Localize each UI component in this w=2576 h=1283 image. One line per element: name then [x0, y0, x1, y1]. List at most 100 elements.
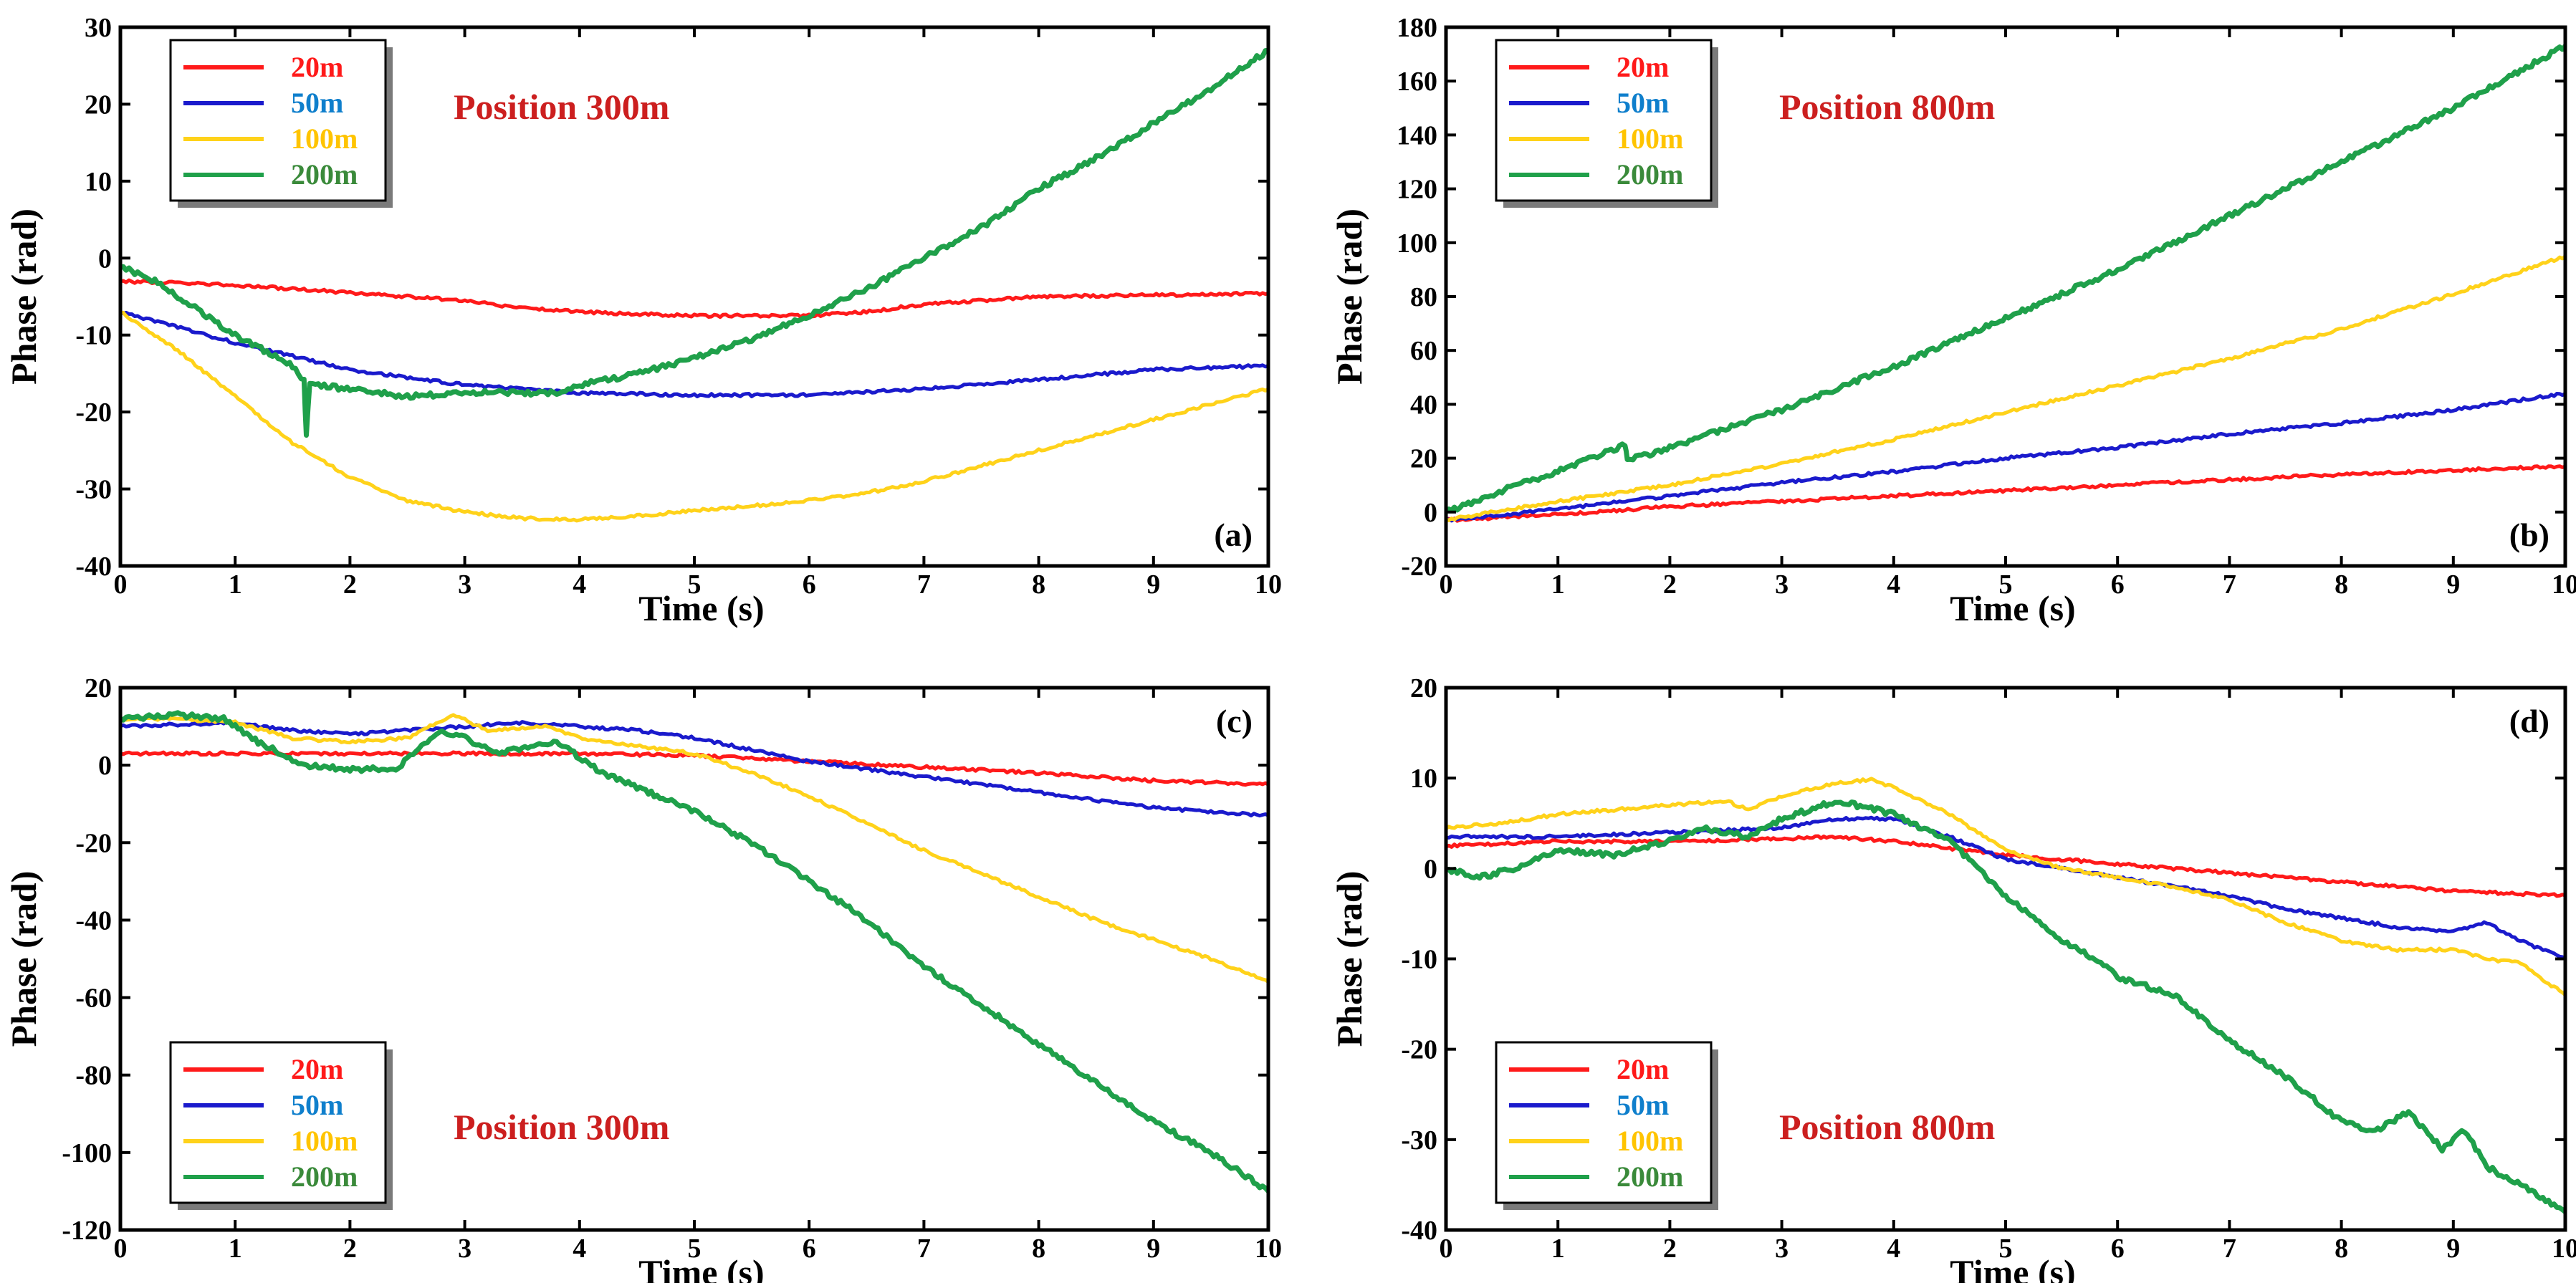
legend-label-200m: 200m — [1617, 1161, 1683, 1193]
legend-label-100m: 100m — [1617, 122, 1683, 155]
legend-label-20m: 20m — [1617, 51, 1669, 83]
y-tick-label: -10 — [1401, 945, 1437, 975]
position-annotation: Position 300m — [454, 87, 669, 127]
legend-label-100m: 100m — [1617, 1125, 1683, 1157]
x-tick-label: 5 — [688, 570, 702, 600]
series-line-100m — [1446, 777, 2565, 997]
y-tick-label: 100 — [1397, 229, 1437, 259]
x-tick-label: 1 — [229, 1234, 242, 1264]
legend-label-50m: 50m — [1617, 87, 1669, 119]
y-tick-label: 160 — [1397, 67, 1437, 97]
y-tick-label: -30 — [75, 475, 112, 505]
x-tick-label: 1 — [1551, 570, 1565, 600]
y-tick-label: 20 — [85, 673, 112, 703]
y-tick-label: 20 — [1410, 444, 1437, 474]
x-tick-label: 0 — [114, 1234, 128, 1264]
legend-label-50m: 50m — [291, 87, 343, 119]
x-tick-label: 7 — [917, 570, 931, 600]
chart-panel-a: 0 1 2 3 4 5 6 7 8 9 10 -40 -30 -20 -10 0 10 20 30 Time (s) P… — [4, 13, 1282, 628]
x-tick-label: 3 — [1775, 570, 1789, 600]
x-tick-label: 6 — [803, 1234, 816, 1264]
y-tick-label: -20 — [75, 398, 112, 428]
y-tick-label: -20 — [75, 828, 112, 858]
series-line-200m — [120, 47, 1268, 438]
y-tick-label: -40 — [75, 552, 112, 582]
x-tick-label: 10 — [2552, 1234, 2576, 1264]
y-tick-label: 20 — [85, 90, 112, 120]
x-tick-label: 0 — [1440, 570, 1453, 600]
legend-label-100m: 100m — [291, 122, 358, 155]
position-annotation: Position 800m — [1779, 87, 1995, 127]
x-tick-label: 1 — [1551, 1234, 1565, 1264]
chart-panel-b: 0 1 2 3 4 5 6 7 8 9 10-20020406080100120140160180T… — [1329, 13, 2576, 628]
x-tick-label: 10 — [2552, 570, 2576, 600]
series-line-20m — [120, 278, 1268, 319]
series-line-200m — [1446, 799, 2565, 1215]
y-tick-label: -10 — [75, 321, 112, 351]
plot-area — [1446, 777, 2565, 1215]
y-tick-label: 140 — [1397, 120, 1437, 150]
y-tick-label: 60 — [1410, 336, 1437, 366]
x-tick-label: 3 — [458, 1234, 471, 1264]
position-annotation: Position 300m — [454, 1107, 669, 1147]
y-tick-label: 40 — [1410, 390, 1437, 420]
chart-panel-d: 0 1 2 3 4 5 6 7 8 9 10 -40 -30 -20 -10 0 10 20 Time (s) Pha… — [1329, 673, 2576, 1283]
legend-label-200m: 200m — [1617, 158, 1683, 191]
series-line-100m — [1446, 254, 2565, 522]
x-tick-label: 10 — [1255, 1234, 1282, 1264]
x-tick-label: 2 — [343, 1234, 357, 1264]
y-tick-label: -40 — [1401, 1216, 1437, 1246]
x-tick-label: 10 — [1255, 570, 1282, 600]
position-annotation: Position 800m — [1779, 1107, 1995, 1147]
x-tick-label: 1 — [229, 570, 242, 600]
y-tick-label: 30 — [85, 13, 112, 43]
x-tick-label: 6 — [803, 570, 816, 600]
x-tick-label: 7 — [2223, 1234, 2236, 1264]
series-line-200m — [120, 710, 1268, 1194]
y-tick-label: -60 — [75, 984, 112, 1014]
panel-label: (a) — [1214, 516, 1253, 553]
x-tick-label: 4 — [573, 570, 586, 600]
y-tick-label: -80 — [75, 1061, 112, 1091]
legend-label-20m: 20m — [1617, 1053, 1669, 1085]
series-line-20m — [1446, 834, 2565, 898]
x-axis-label: Time (s) — [1950, 588, 2075, 628]
y-tick-label: -30 — [1401, 1125, 1437, 1155]
series-line-20m — [120, 750, 1268, 787]
x-tick-label: 9 — [1146, 1234, 1160, 1264]
legend-label-200m: 200m — [291, 158, 358, 191]
y-axis-label: Phase (rad) — [1329, 208, 1369, 385]
x-tick-label: 9 — [2446, 1234, 2460, 1264]
series-line-20m — [1446, 464, 2565, 523]
y-tick-label: 10 — [1410, 764, 1437, 794]
y-tick-label: 80 — [1410, 282, 1437, 312]
x-tick-label: 2 — [343, 570, 357, 600]
x-tick-label: 2 — [1663, 1234, 1677, 1264]
series-line-50m — [1446, 391, 2565, 523]
x-tick-label: 5 — [1999, 570, 2013, 600]
y-tick-label: -20 — [1401, 552, 1437, 582]
x-tick-label: 6 — [2111, 1234, 2125, 1264]
panel-label: (b) — [2509, 516, 2549, 553]
series-line-100m — [120, 310, 1268, 523]
panel-label: (d) — [2509, 703, 2549, 739]
y-tick-label: 0 — [1424, 854, 1437, 884]
y-tick-label: -40 — [75, 905, 112, 936]
y-axis-label: Phase (rad) — [1329, 871, 1369, 1047]
x-axis-label: Time (s) — [1950, 1252, 2075, 1283]
x-tick-label: 4 — [573, 1234, 586, 1264]
y-axis-label: Phase (rad) — [4, 208, 44, 385]
legend-label-20m: 20m — [291, 1053, 343, 1085]
x-tick-label: 3 — [458, 570, 471, 600]
y-tick-label: 0 — [98, 751, 112, 781]
plot-area — [120, 47, 1268, 523]
x-tick-label: 6 — [2111, 570, 2125, 600]
series-line-50m — [120, 719, 1268, 818]
x-tick-label: 5 — [688, 1234, 702, 1264]
x-axis-label: Time (s) — [638, 588, 764, 628]
x-tick-label: 8 — [2335, 570, 2348, 600]
